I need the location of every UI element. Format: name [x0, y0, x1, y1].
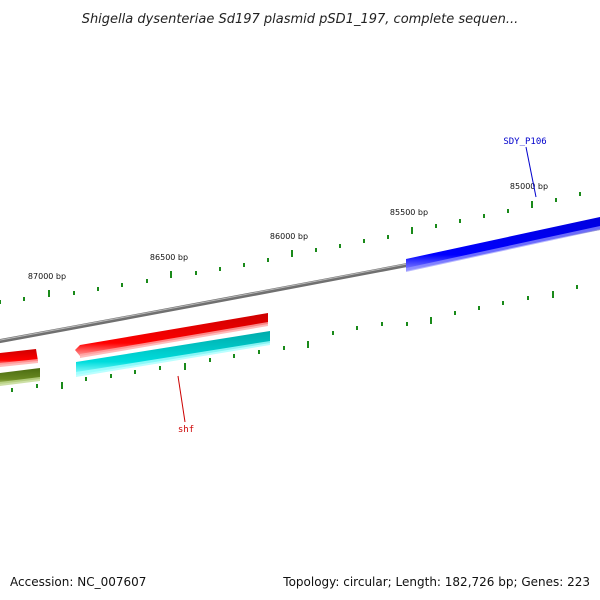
- scale-label-85500: 85500 bp: [390, 208, 428, 217]
- map-title: Shigella dysenteriae Sd197 plasmid pSD1_…: [82, 12, 519, 27]
- gene-label-leader-shf: [177, 375, 186, 423]
- gene-red-left[interactable]: [0, 349, 38, 367]
- gene-sdy-p106[interactable]: [406, 217, 600, 272]
- gene-red-right[interactable]: [75, 313, 268, 358]
- scale-label-87000: 87000 bp: [28, 272, 66, 281]
- outer-scale-ticks: [0, 192, 581, 304]
- gene-olive-left[interactable]: [0, 368, 40, 386]
- accession-text: Accession: NC_007607: [10, 575, 146, 589]
- scale-label-85000: 85000 bp: [510, 182, 548, 191]
- inner-scale-ticks: [11, 285, 578, 392]
- gene-label-sdy-p106[interactable]: SDY_P106: [503, 137, 546, 147]
- scale-label-86000: 86000 bp: [270, 232, 308, 241]
- summary-text: Topology: circular; Length: 182,726 bp; …: [282, 575, 590, 589]
- gene-label-shf[interactable]: shf: [178, 425, 194, 435]
- scale-label-86500: 86500 bp: [150, 253, 188, 262]
- gene-shf[interactable]: [76, 331, 270, 377]
- gene-label-leader-sdy-p106: [525, 146, 537, 198]
